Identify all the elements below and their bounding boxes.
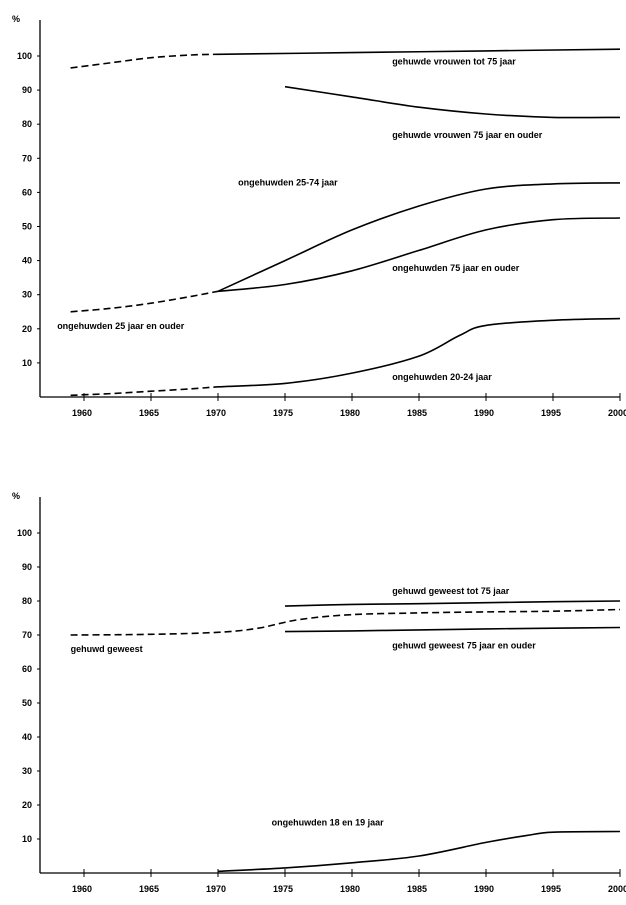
y-tick-label: 60: [22, 664, 32, 674]
series-annotation-4: ongehuwden 18 en 19 jaar: [272, 817, 385, 827]
x-tick-label: 1980: [340, 408, 360, 418]
y-tick-label: 30: [22, 766, 32, 776]
y-tick-label: 60: [22, 187, 32, 197]
series-annotation-4: ongehuwden 75 jaar en ouder: [392, 263, 520, 273]
y-axis-label: %: [12, 14, 20, 24]
series-annotation-2: gehuwd geweest 75 jaar en ouder: [392, 641, 536, 651]
y-tick-label: 10: [22, 358, 32, 368]
x-tick-label: 1960: [72, 884, 92, 894]
x-tick-label: 1970: [206, 884, 226, 894]
x-tick-label: 1985: [407, 408, 427, 418]
x-tick-label: 1980: [340, 884, 360, 894]
y-tick-label: 50: [22, 698, 32, 708]
series-line-7: [70, 386, 219, 397]
y-tick-label: 90: [22, 85, 32, 95]
series-line-4: [70, 290, 219, 313]
y-tick-label: 80: [22, 596, 32, 606]
y-tick-label: 40: [22, 256, 32, 266]
series-line-3: [284, 626, 621, 633]
y-tick-label: 90: [22, 562, 32, 572]
x-tick-label: 1970: [206, 408, 226, 418]
series-annotation-1: gehuwde vrouwen tot 75 jaar: [392, 57, 516, 67]
series-line-8: [217, 317, 621, 388]
series-annotation-2: gehuwde vrouwen 75 jaar en ouder: [392, 130, 543, 140]
y-axis-label: %: [12, 491, 20, 501]
y-tick-label: 10: [22, 834, 32, 844]
y-tick-label: 80: [22, 119, 32, 129]
x-tick-label: 1975: [273, 408, 293, 418]
series-annotation-1: gehuwd geweest tot 75 jaar: [392, 586, 510, 596]
chart-1: % 10 20 30 40 50 60 70 80 90 100 1960 1965 1970 1975 19…: [12, 14, 626, 418]
y-tick-label: 20: [22, 324, 32, 334]
x-tick-label: 1965: [139, 408, 159, 418]
x-tick-label: 1995: [541, 408, 561, 418]
series-annotation-3: ongehuwden 25-74 jaar: [238, 178, 338, 188]
y-tick-label: 40: [22, 732, 32, 742]
series-annotation-6: ongehuwden 20-24 jaar: [392, 372, 492, 382]
y-tick-label: 70: [22, 630, 32, 640]
series-line-2: [284, 600, 621, 607]
series-line-4: [217, 830, 621, 873]
x-tick-label: 1960: [72, 408, 92, 418]
series-annotation-5: ongehuwden 25 jaar en ouder: [57, 321, 185, 331]
x-tick-label: 1990: [474, 408, 494, 418]
x-tick-label: 1985: [407, 884, 427, 894]
series-annotation-3: gehuwd geweest: [71, 644, 143, 654]
y-tick-label: 100: [17, 51, 32, 61]
x-tick-label: 2000: [608, 408, 626, 418]
x-tick-label: 1965: [139, 884, 159, 894]
y-tick-label: 70: [22, 153, 32, 163]
y-tick-label: 20: [22, 800, 32, 810]
series-line-1: [70, 608, 621, 636]
series-line-6: [217, 217, 621, 293]
y-tick-label: 50: [22, 222, 32, 232]
series-line-5: [217, 182, 621, 293]
series-line-3: [284, 85, 621, 119]
series-line-1: [70, 53, 219, 69]
series-line-2: [217, 48, 621, 56]
y-tick-label: 100: [17, 528, 32, 538]
x-tick-label: 2000: [608, 884, 626, 894]
x-tick-label: 1995: [541, 884, 561, 894]
chart-2: % 10 20 30 40 50 60 70 80 90 100 1960 1965 1970 1975 19…: [12, 491, 626, 894]
y-tick-label: 30: [22, 290, 32, 300]
x-tick-label: 1990: [474, 884, 494, 894]
x-tick-label: 1975: [273, 884, 293, 894]
